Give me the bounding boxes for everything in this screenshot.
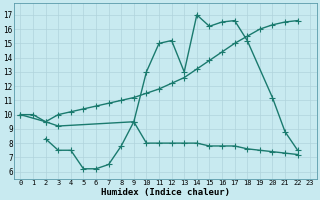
X-axis label: Humidex (Indice chaleur): Humidex (Indice chaleur) [101, 188, 230, 197]
